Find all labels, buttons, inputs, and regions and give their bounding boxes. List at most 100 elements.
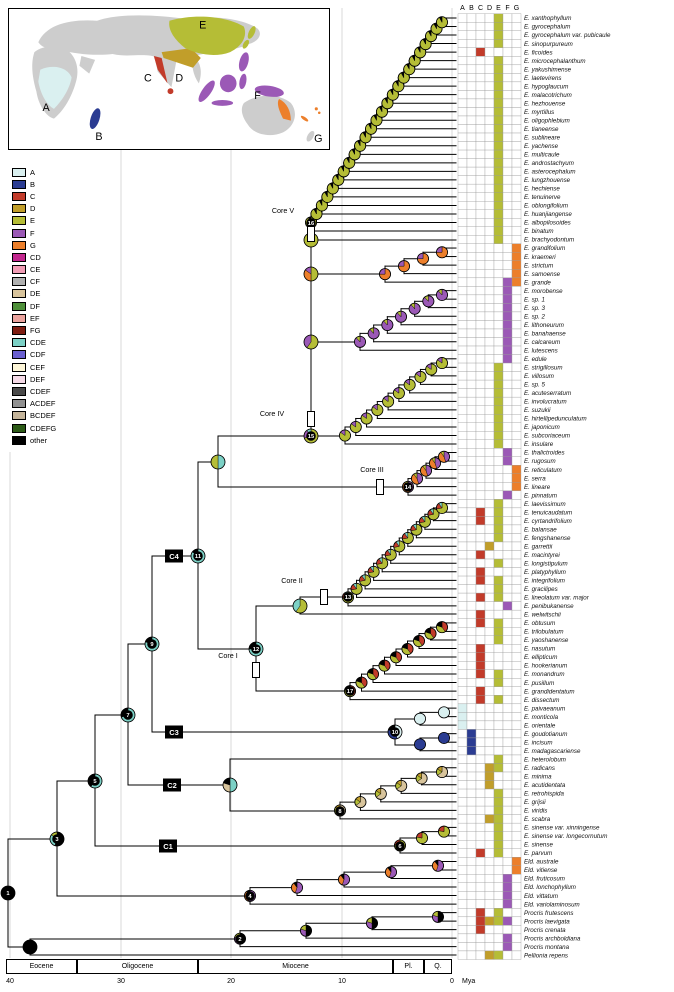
tip-label: E. reticulatum <box>524 467 562 474</box>
grid-cell-E <box>493 814 504 824</box>
grid-cell-G <box>511 98 522 108</box>
grid-row <box>457 857 522 866</box>
grid-cell-G <box>511 627 522 636</box>
grid-cell-E <box>493 56 504 66</box>
grid-cell-A <box>457 891 468 900</box>
node-1: 1 <box>3 888 13 898</box>
grid-cell-D <box>484 737 495 747</box>
grid-row <box>457 235 522 244</box>
pie-node <box>355 676 368 689</box>
grid-cell-E <box>493 805 504 815</box>
grid-row <box>457 669 522 679</box>
grid-cell-F <box>502 439 513 449</box>
grid-row <box>457 942 522 952</box>
grid-cell-C <box>475 98 486 108</box>
grid-cell-F <box>502 81 513 91</box>
grid-cell-B <box>466 73 477 83</box>
grid-cell-G <box>511 609 522 619</box>
grid-cell-G <box>511 712 522 722</box>
grid-cell-C <box>475 533 486 543</box>
pie-node <box>427 508 440 521</box>
map-label-E: E <box>199 20 206 32</box>
grid-cell-F <box>502 235 513 244</box>
svg-text:1: 1 <box>6 891 10 897</box>
grid-cell-B <box>466 192 477 202</box>
grid-cell-F <box>502 269 513 279</box>
grid-row <box>457 780 522 790</box>
grid-cell-D <box>484 371 495 381</box>
grid-cell-A <box>457 490 468 500</box>
tip-label: E. acutidentata <box>524 782 566 789</box>
grid-cell-E <box>493 916 504 926</box>
tip-label: E. kraemeri <box>524 254 556 261</box>
grid-cell-D <box>484 908 495 918</box>
grid-cell-F <box>502 39 513 48</box>
grid-cell-C <box>475 507 486 517</box>
legend-label: CDE <box>30 338 46 348</box>
grid-col-header: C <box>478 5 483 12</box>
legend-label: F <box>30 228 35 238</box>
grid-cell-C <box>475 328 486 338</box>
pie-node <box>338 429 351 442</box>
clade-box-C3: C3 <box>165 725 183 739</box>
node-13: 13 <box>343 592 353 602</box>
grid-row <box>457 371 522 381</box>
tip-label: E. lithoneurum <box>524 322 564 329</box>
core-marker: Core IV <box>260 409 315 427</box>
tip-label: E. myrtillus <box>524 109 554 116</box>
grid-cell-E <box>493 448 504 457</box>
grid-cell-E <box>493 695 504 705</box>
tip-label: E. oblongifolium <box>524 203 568 210</box>
grid-cell-E <box>493 933 504 943</box>
grid-cell-G <box>511 243 522 253</box>
grid-cell-E <box>493 797 504 807</box>
pie-node <box>378 268 391 281</box>
legend-swatch <box>12 204 26 214</box>
grid-row <box>457 933 522 943</box>
grid-cell-G <box>511 857 522 866</box>
pie-node <box>408 302 421 315</box>
legend-label: CDEFG <box>30 423 57 433</box>
legend-item-CDF: CDF <box>12 349 56 361</box>
grid-cell-C <box>475 797 486 807</box>
grid-cell-F <box>502 183 513 193</box>
grid-cell-C <box>475 840 486 849</box>
grid-cell-D <box>484 379 495 389</box>
legend-label: ACDEF <box>30 399 56 409</box>
grid-cell-F <box>502 294 513 304</box>
grid-cell-A <box>457 661 468 670</box>
grid-cell-G <box>511 567 522 577</box>
tip-label: E. pusillum <box>524 680 554 687</box>
grid-row <box>457 337 522 347</box>
grid-cell-A <box>457 737 468 747</box>
pie-node <box>435 246 448 259</box>
grid-row <box>457 98 522 108</box>
tip-label: E. ellipticum <box>524 654 557 661</box>
pie-node <box>414 370 427 383</box>
svg-text:10: 10 <box>392 730 398 736</box>
grid-cell-G <box>511 22 522 31</box>
grid-cell-F <box>502 780 513 790</box>
grid-cell-F <box>502 703 513 713</box>
grid-cell-F <box>502 822 513 832</box>
grid-cell-F <box>502 575 513 585</box>
grid-cell-A <box>457 226 468 236</box>
grid-cell-A <box>457 942 468 952</box>
pie-node <box>376 557 389 570</box>
tip-label: E. penibukanense <box>524 603 574 610</box>
grid-cell-G <box>511 541 522 551</box>
tree-branches <box>7 222 457 956</box>
pie-node <box>424 627 437 640</box>
legend-item-CD: CD <box>12 251 56 263</box>
clade-core-ii-clade <box>341 501 457 607</box>
grid-cell-G <box>511 490 522 500</box>
grid-row <box>457 916 522 926</box>
tip-label: E. tianeense <box>524 126 559 133</box>
grid-cell-D <box>484 64 495 74</box>
grid-cell-A <box>457 192 468 202</box>
grid-cell-A <box>457 541 468 551</box>
grid-cell-F <box>502 635 513 645</box>
grid-row <box>457 30 522 40</box>
